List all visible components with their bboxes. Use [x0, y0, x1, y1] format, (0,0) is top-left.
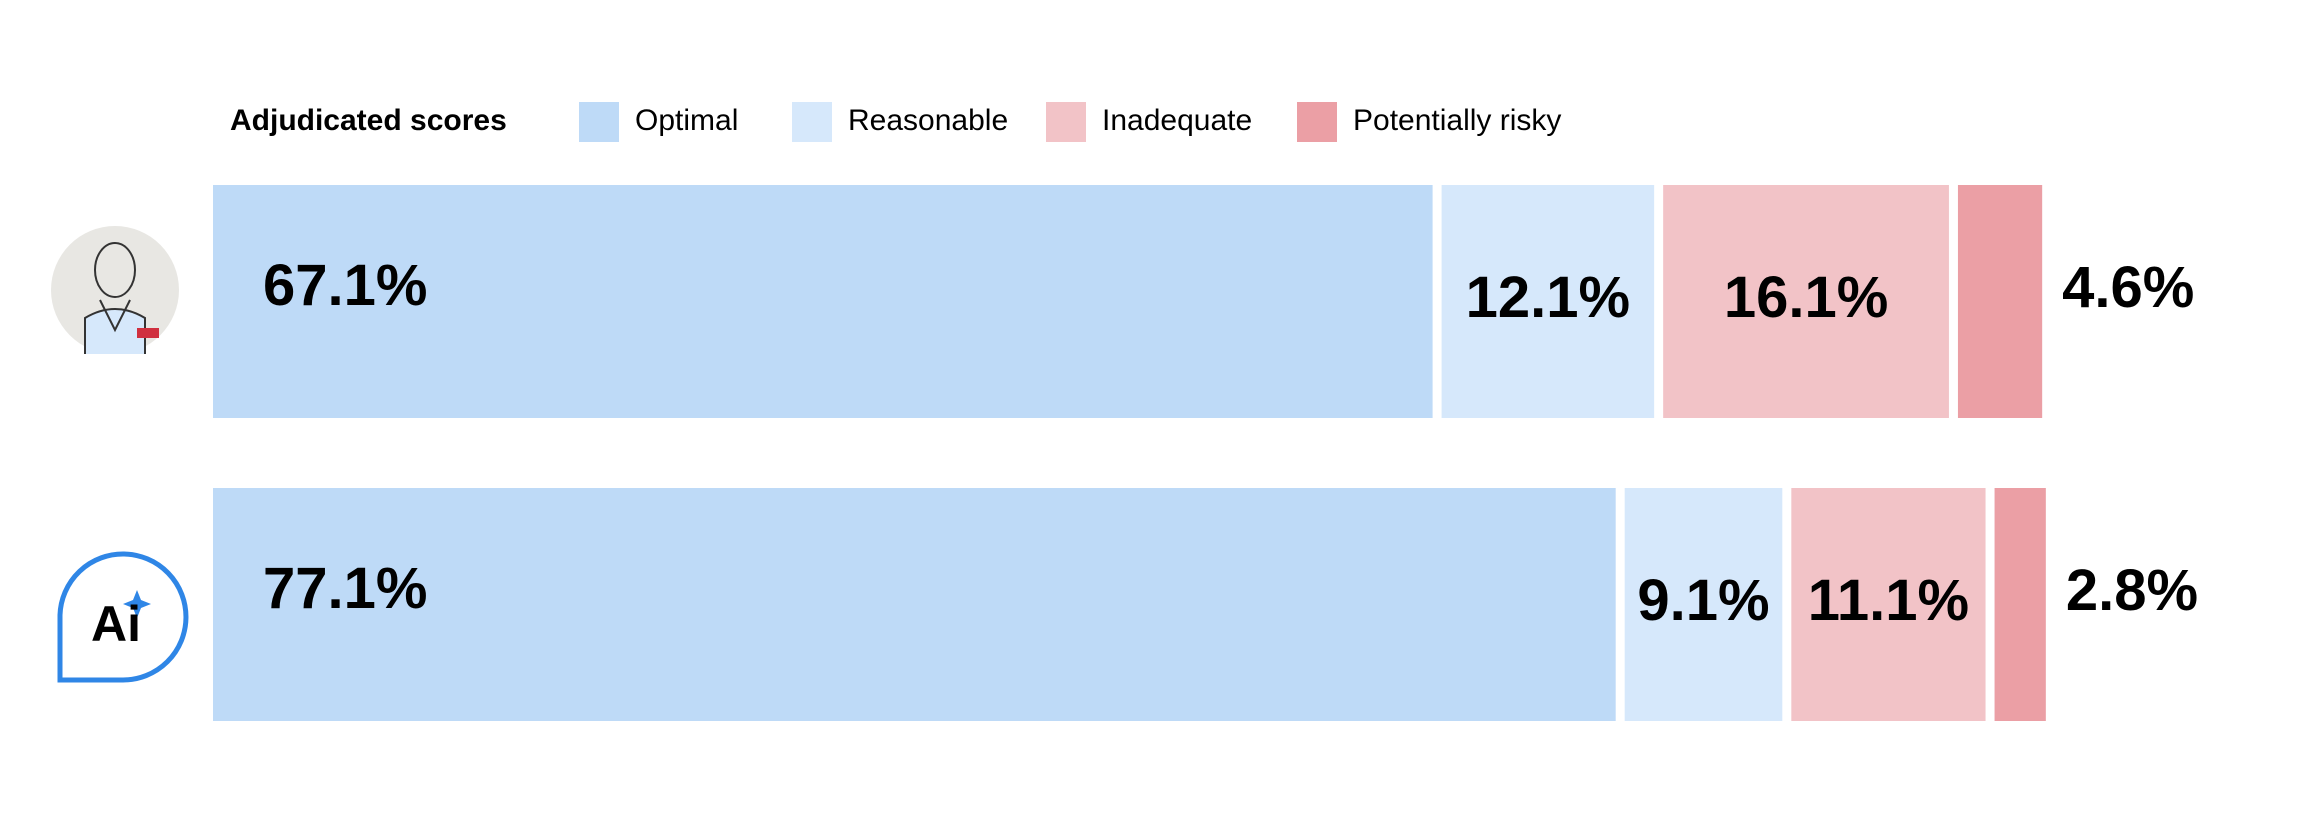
ai-icon-label: Ai [91, 596, 141, 652]
legend-swatch [792, 102, 832, 142]
legend-label: Reasonable [848, 104, 1008, 137]
bar-segment [1791, 488, 1986, 721]
ai-icon [57, 551, 189, 683]
value-label: 4.6% [2062, 255, 2194, 320]
value-label: 16.1% [1724, 265, 1888, 330]
legend-label: Inadequate [1102, 104, 1252, 137]
value-label: 77.1% [263, 556, 427, 621]
legend-title: Adjudicated scores [230, 104, 507, 137]
value-label: 2.8% [2066, 558, 2198, 623]
value-label: 12.1% [1466, 265, 1630, 330]
legend-swatch [1046, 102, 1086, 142]
legend-label: Optimal [635, 104, 738, 137]
bar-segment [1441, 185, 1655, 418]
value-label: 67.1% [263, 253, 427, 318]
bar-segment [213, 185, 1433, 418]
bar-segment [1994, 488, 2046, 721]
bar-segment [213, 488, 1616, 721]
doctor-icon [51, 226, 179, 354]
bar-segment [1957, 185, 2043, 418]
value-label: 11.1% [1808, 568, 1969, 633]
bar-segment [1624, 488, 1783, 721]
value-label: 9.1% [1637, 568, 1769, 633]
legend-swatch [1297, 102, 1337, 142]
bar-segment [1663, 185, 1949, 418]
legend-swatch [579, 102, 619, 142]
legend-label: Potentially risky [1353, 104, 1561, 137]
